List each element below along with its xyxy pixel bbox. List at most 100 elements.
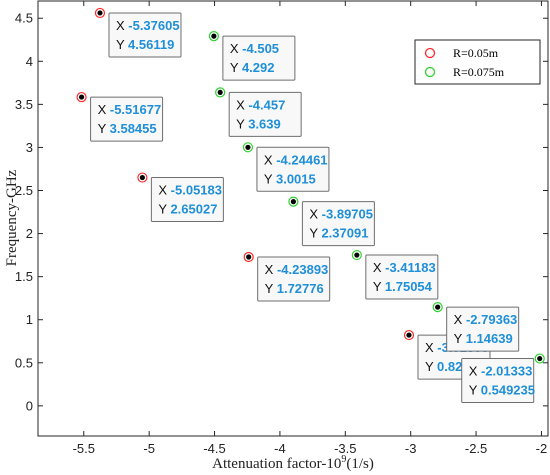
datatip-x-value: -5.51677 xyxy=(110,102,161,117)
datatip-box xyxy=(446,306,520,352)
datatip-box xyxy=(256,146,330,192)
datatip[interactable]: X -2.79363 Y 1.14639 xyxy=(446,306,520,352)
datatip-x: X -5.51677 xyxy=(98,102,162,117)
datatip-box xyxy=(461,358,535,404)
data-point-ring xyxy=(432,302,443,313)
data-point[interactable] xyxy=(208,31,219,42)
data-point-ring xyxy=(208,31,219,42)
datatip[interactable]: X -4.505 Y 4.292 xyxy=(222,35,296,81)
data-point-ring xyxy=(137,172,148,183)
datatip-x-value: -4.505 xyxy=(242,41,279,56)
datatip-y: Y 4.56119 xyxy=(116,37,174,52)
datatip-x: X -4.24461 xyxy=(264,152,328,167)
datatip-x-value: -2.79363 xyxy=(466,312,517,327)
data-point-highlight xyxy=(211,33,217,39)
datatip-y: Y 1.72776 xyxy=(265,281,324,296)
legend-label: R=0.075m xyxy=(453,65,505,79)
datatip-box xyxy=(257,256,331,302)
datatip-y-value: 1.72776 xyxy=(277,281,324,296)
legend-item: R=0.075m xyxy=(424,65,505,79)
datatip-y: Y 2.65027 xyxy=(158,202,217,217)
data-point-highlight xyxy=(78,94,85,100)
data-point[interactable] xyxy=(534,353,545,364)
data-point[interactable] xyxy=(288,196,299,207)
legend-marker xyxy=(424,66,436,78)
legend-marker xyxy=(424,47,436,59)
datatip-y-value: 3.0015 xyxy=(276,171,316,186)
datatip-y: Y 3.639 xyxy=(236,116,281,131)
y-tick-label: 1 xyxy=(26,312,33,327)
y-tick-label: 1.5 xyxy=(15,269,33,284)
datatip-y-value: 3.639 xyxy=(248,116,281,131)
datatip[interactable]: X -5.51677 Y 3.58455 xyxy=(90,96,164,142)
data-point[interactable] xyxy=(137,172,148,183)
data-point-highlight xyxy=(217,89,223,95)
data-point[interactable] xyxy=(351,249,362,261)
datatip-x-value: -5.05183 xyxy=(171,183,222,198)
data-point-highlight xyxy=(245,144,251,150)
data-point-highlight xyxy=(406,332,412,338)
data-point[interactable] xyxy=(76,91,87,103)
datatip-y: Y 1.75054 xyxy=(373,279,433,294)
x-tick-label: -2.5 xyxy=(465,441,487,456)
x-tick-label: -2 xyxy=(536,441,548,456)
y-tick-label: 2.5 xyxy=(15,183,33,198)
data-point-highlight xyxy=(97,10,103,16)
data-point[interactable] xyxy=(243,251,254,263)
datatip[interactable]: X -4.24461 Y 3.0015 xyxy=(256,146,330,192)
datatip-x-value: -4.24461 xyxy=(276,152,327,167)
datatip-x: X -5.37605 xyxy=(116,18,180,33)
datatip[interactable]: X -2.01333 Y 0.549235 xyxy=(461,358,535,404)
datatip-x: X -5.05183 xyxy=(158,183,222,198)
data-point[interactable] xyxy=(432,302,443,313)
datatip-x-value: -3.89705 xyxy=(322,207,373,222)
datatip-y-value: 2.37091 xyxy=(321,226,368,241)
datatip-x: X -4.457 xyxy=(236,97,285,112)
datatip[interactable]: X -5.37605 Y 4.56119 xyxy=(108,12,182,58)
y-tick-label: 3.5 xyxy=(15,97,33,112)
datatip-box xyxy=(222,35,296,81)
datatip-y: Y 4.292 xyxy=(230,60,275,75)
data-point[interactable] xyxy=(94,7,106,19)
datatip-y-value: 4.292 xyxy=(242,60,275,75)
datatip-y-value: 1.14639 xyxy=(466,331,513,346)
data-point-highlight xyxy=(139,174,145,181)
data-point-ring xyxy=(351,249,362,261)
datatip-x: X -3.41183 xyxy=(373,260,436,275)
x-axis-label: Attenuation factor-109(1/s) xyxy=(212,454,374,472)
datatip-box xyxy=(228,91,302,137)
datatip[interactable]: X -4.23893 Y 1.72776 xyxy=(257,256,331,302)
data-point[interactable] xyxy=(242,142,254,153)
y-tick-label: 2 xyxy=(26,226,33,241)
x-axis-label-text: Attenuation factor-10 xyxy=(212,456,341,472)
data-point-ring xyxy=(243,251,254,263)
y-tick-label: 4.5 xyxy=(15,11,33,26)
datatip-y: Y 3.58455 xyxy=(98,121,157,136)
datatip[interactable]: X -5.05183 Y 2.65027 xyxy=(150,177,224,223)
legend-label: R=0.05m xyxy=(453,46,499,60)
x-tick-label: -3.5 xyxy=(334,441,356,456)
datatip-y: Y 3.0015 xyxy=(264,171,316,186)
datatip-box xyxy=(108,12,182,58)
data-point-ring xyxy=(242,142,254,153)
datatip[interactable]: X -3.89705 Y 2.37091 xyxy=(301,201,375,247)
datatip-x: X -4.505 xyxy=(230,41,279,56)
data-point[interactable] xyxy=(403,329,415,341)
data-point[interactable] xyxy=(215,87,226,98)
x-axis-ticks: -5.5 -5 -4.5 -4 -3.5 -3 -2.5 -2 xyxy=(73,1,548,456)
datatip-y-value: 2.65027 xyxy=(170,202,217,217)
datatip-x-value: -2.01333 xyxy=(481,364,532,379)
datatip-x: X -3.89705 xyxy=(309,207,373,222)
datatip-y: Y 0.549235 xyxy=(469,383,535,398)
x-axis-label-exponent: 9 xyxy=(341,454,346,465)
datatip-y-value: 0.549235 xyxy=(481,383,535,398)
datatip-box xyxy=(365,254,439,300)
legend: R=0.05m R=0.075m xyxy=(414,39,541,85)
data-point-highlight xyxy=(246,254,252,260)
datatip[interactable]: X -3.41183 Y 1.75054 xyxy=(365,254,439,300)
y-axis-ticks: 0 0.5 1 1.5 2 2.5 3 3.5 4 4.5 xyxy=(15,11,548,413)
datatip[interactable]: X -4.457 Y 3.639 xyxy=(228,91,302,137)
datatip-x: X -2.79363 xyxy=(454,312,518,327)
